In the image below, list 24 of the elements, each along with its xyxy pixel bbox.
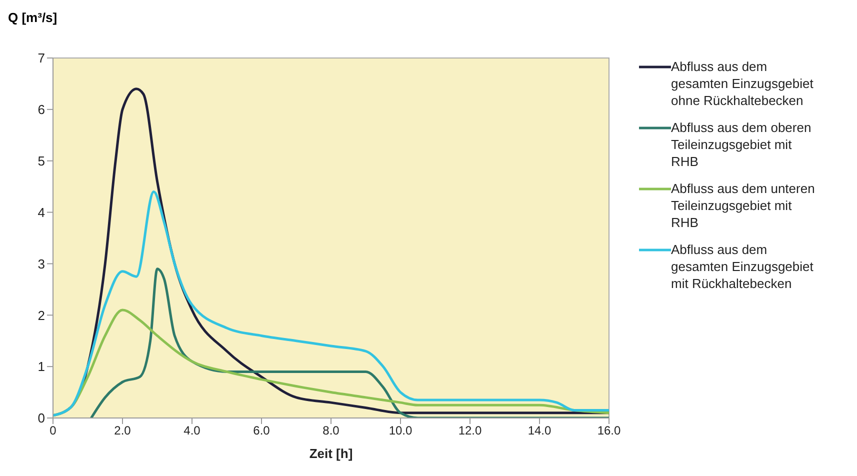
y-tick-label: 1 bbox=[38, 359, 45, 374]
x-axis-title: Zeit [h] bbox=[309, 446, 353, 461]
x-tick-label: 16.0 bbox=[597, 424, 621, 438]
x-tick-label: 0 bbox=[50, 424, 57, 438]
y-tick-label: 3 bbox=[38, 256, 45, 272]
y-tick-label: 6 bbox=[38, 102, 45, 118]
y-tick-label: 5 bbox=[38, 153, 45, 168]
y-tick-label: 7 bbox=[38, 50, 45, 66]
y-axis-title: Q [m³/s] bbox=[8, 10, 58, 25]
legend-label: Abfluss aus dem gesamten Einzugsgebiet ohne Rückhaltebecken bbox=[671, 58, 814, 109]
y-tick-label: 0 bbox=[38, 410, 45, 426]
legend-label: Abfluss aus dem oberen Teileinzugsgebiet mit RHB bbox=[671, 119, 812, 170]
legend-label: Abfluss aus dem gesamten Einzugsgebiet mit Rückhaltebecken bbox=[671, 241, 814, 292]
x-tick-label: 6.0 bbox=[253, 424, 270, 438]
x-tick-label: 4.0 bbox=[184, 424, 201, 438]
x-tick-label: 2.0 bbox=[114, 424, 132, 438]
x-tick-label: 10.0 bbox=[388, 424, 412, 438]
y-tick-label: 4 bbox=[38, 204, 45, 220]
x-tick-label: 8.0 bbox=[322, 424, 340, 438]
x-tick-label: 12.0 bbox=[458, 424, 482, 438]
x-tick-label: 14.0 bbox=[528, 424, 552, 438]
line-series bbox=[90, 268, 609, 418]
legend-label: Abfluss aus dem unteren Teileinzugsgebiet mit RHB bbox=[671, 180, 816, 231]
y-tick-label: 2 bbox=[38, 308, 45, 323]
